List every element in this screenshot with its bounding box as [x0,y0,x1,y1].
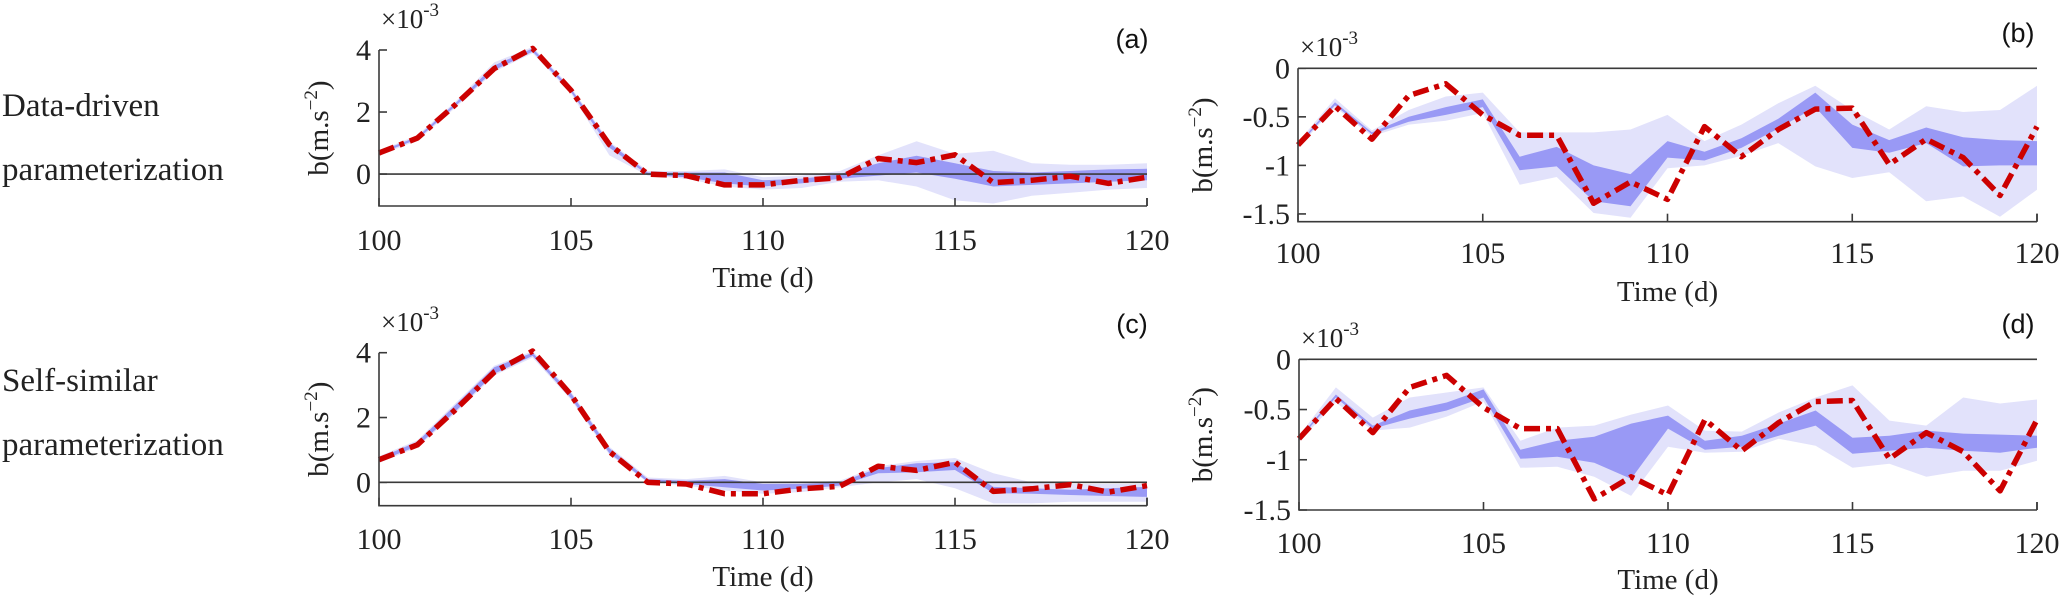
x-tick-label: 100 [1277,527,1322,560]
x-axis-title: Time (d) [712,561,813,593]
x-tick-label: 110 [741,523,785,556]
y-axis-title-text: b(m.s [303,412,335,477]
x-tick-label: 100 [357,224,402,257]
x-tick-label: 120 [1125,224,1170,257]
truth-line [1296,81,2040,207]
y-multiplier: ×10-3 [381,303,439,337]
x-tick-label: 115 [1830,237,1874,270]
y-tick-label: -1 [1265,149,1290,182]
y-axis-title-exponent: −2 [1185,397,1206,417]
y-axis-title-exponent: −2 [301,391,322,411]
panel-label: (c) [1116,309,1147,339]
truth-line [378,45,1148,188]
y-axis-title-exponent: −2 [301,90,322,110]
y-multiplier-base: ×10 [381,4,423,34]
panel-label: (a) [1116,24,1149,54]
y-tick-label: -1 [1266,444,1291,477]
y-axis-title-text: b(m.s [1187,127,1219,192]
y-tick-label: -1.5 [1244,494,1292,527]
y-multiplier: ×10-3 [381,0,439,34]
x-tick-label: 115 [933,224,977,257]
truth-line [378,348,1148,497]
y-multiplier-exponent: -3 [423,303,439,324]
y-multiplier-exponent: -3 [423,0,439,21]
y-tick-label: 0 [1275,52,1290,85]
y-tick-label: 0 [356,466,371,499]
y-axis-title-close: ) [1187,387,1219,397]
y-tick-label: 2 [356,96,371,129]
inner-spread-band [1298,92,2037,207]
y-tick-label: -0.5 [1243,101,1291,134]
panel-label: (b) [2002,18,2035,48]
x-tick-label: 120 [1125,523,1170,556]
y-multiplier-exponent: -3 [1342,28,1358,49]
x-tick-label: 100 [1276,237,1321,270]
row-label-self-similar: Self-similar parameterization [2,363,224,463]
x-axis-title: Time (d) [1617,564,1718,596]
y-axis-title: b(m.s−2) [301,80,335,175]
panel-d: 100 105 110 115 120 -1.5 -1 -0.5 0 Time (d) b(m.s−… [1185,309,2060,596]
y-multiplier: ×10-3 [1301,319,1359,353]
x-tick-label: 115 [933,523,977,556]
x-tick-label: 105 [1461,527,1506,560]
x-tick-label: 120 [2015,237,2060,270]
y-multiplier-base: ×10 [381,307,423,337]
inner-spread-band [379,48,1147,187]
row-label-line1: Data-driven [2,88,160,124]
y-multiplier: ×10-3 [1300,28,1358,62]
y-tick-label: -1.5 [1243,198,1291,231]
x-axis-title: Time (d) [1617,276,1718,308]
panel-b: 100 105 110 115 120 -1.5 -1 -0.5 0 Time (d) b(m.s−… [1185,18,2060,308]
outer-spread-band [1299,385,2037,496]
row-label-line2: parameterization [2,152,224,188]
y-multiplier-base: ×10 [1301,323,1343,353]
x-tick-label: 120 [2015,527,2060,560]
x-tick-label: 110 [1646,527,1690,560]
x-tick-label: 105 [1460,237,1505,270]
y-tick-label: 0 [1276,343,1291,376]
y-axis-title: b(m.s−2) [1185,97,1219,192]
row-label-line2: parameterization [2,427,224,463]
x-axis-title: Time (d) [712,262,813,294]
x-tick-label: 100 [357,523,402,556]
y-axis-title: b(m.s−2) [1185,387,1219,482]
y-multiplier-exponent: -3 [1343,319,1359,340]
panel-a: 100 105 110 115 120 0 2 4 Time (d) b(m.s−2) ×10-3 (… [301,0,1170,294]
y-tick-label: -0.5 [1244,394,1292,427]
x-tick-label: 110 [1646,237,1690,270]
y-tick-label: 4 [356,337,371,370]
y-axis-title-text: b(m.s [1187,417,1219,482]
row-label-data-driven: Data-driven parameterization [2,88,224,188]
y-multiplier-base: ×10 [1300,32,1342,62]
y-axis-title-text: b(m.s [303,110,335,175]
y-axis-title-exponent: −2 [1185,107,1206,127]
panel-label: (d) [2002,309,2035,339]
y-axis-title: b(m.s−2) [301,382,335,477]
y-tick-label: 0 [356,158,371,191]
y-tick-label: 4 [356,34,371,67]
y-tick-label: 2 [356,402,371,435]
x-tick-label: 115 [1831,527,1875,560]
row-label-line1: Self-similar [2,363,158,399]
truth-line [1296,372,2040,502]
y-axis-title-close: ) [1187,97,1219,107]
y-axis-title-close: ) [303,382,335,392]
x-tick-label: 105 [549,224,594,257]
x-tick-label: 105 [549,523,594,556]
panel-c: 100 105 110 115 120 0 2 4 Time (d) b(m.s−2) ×10-3 (… [301,303,1170,593]
x-tick-label: 110 [741,224,785,257]
y-axis-title-close: ) [303,80,335,90]
